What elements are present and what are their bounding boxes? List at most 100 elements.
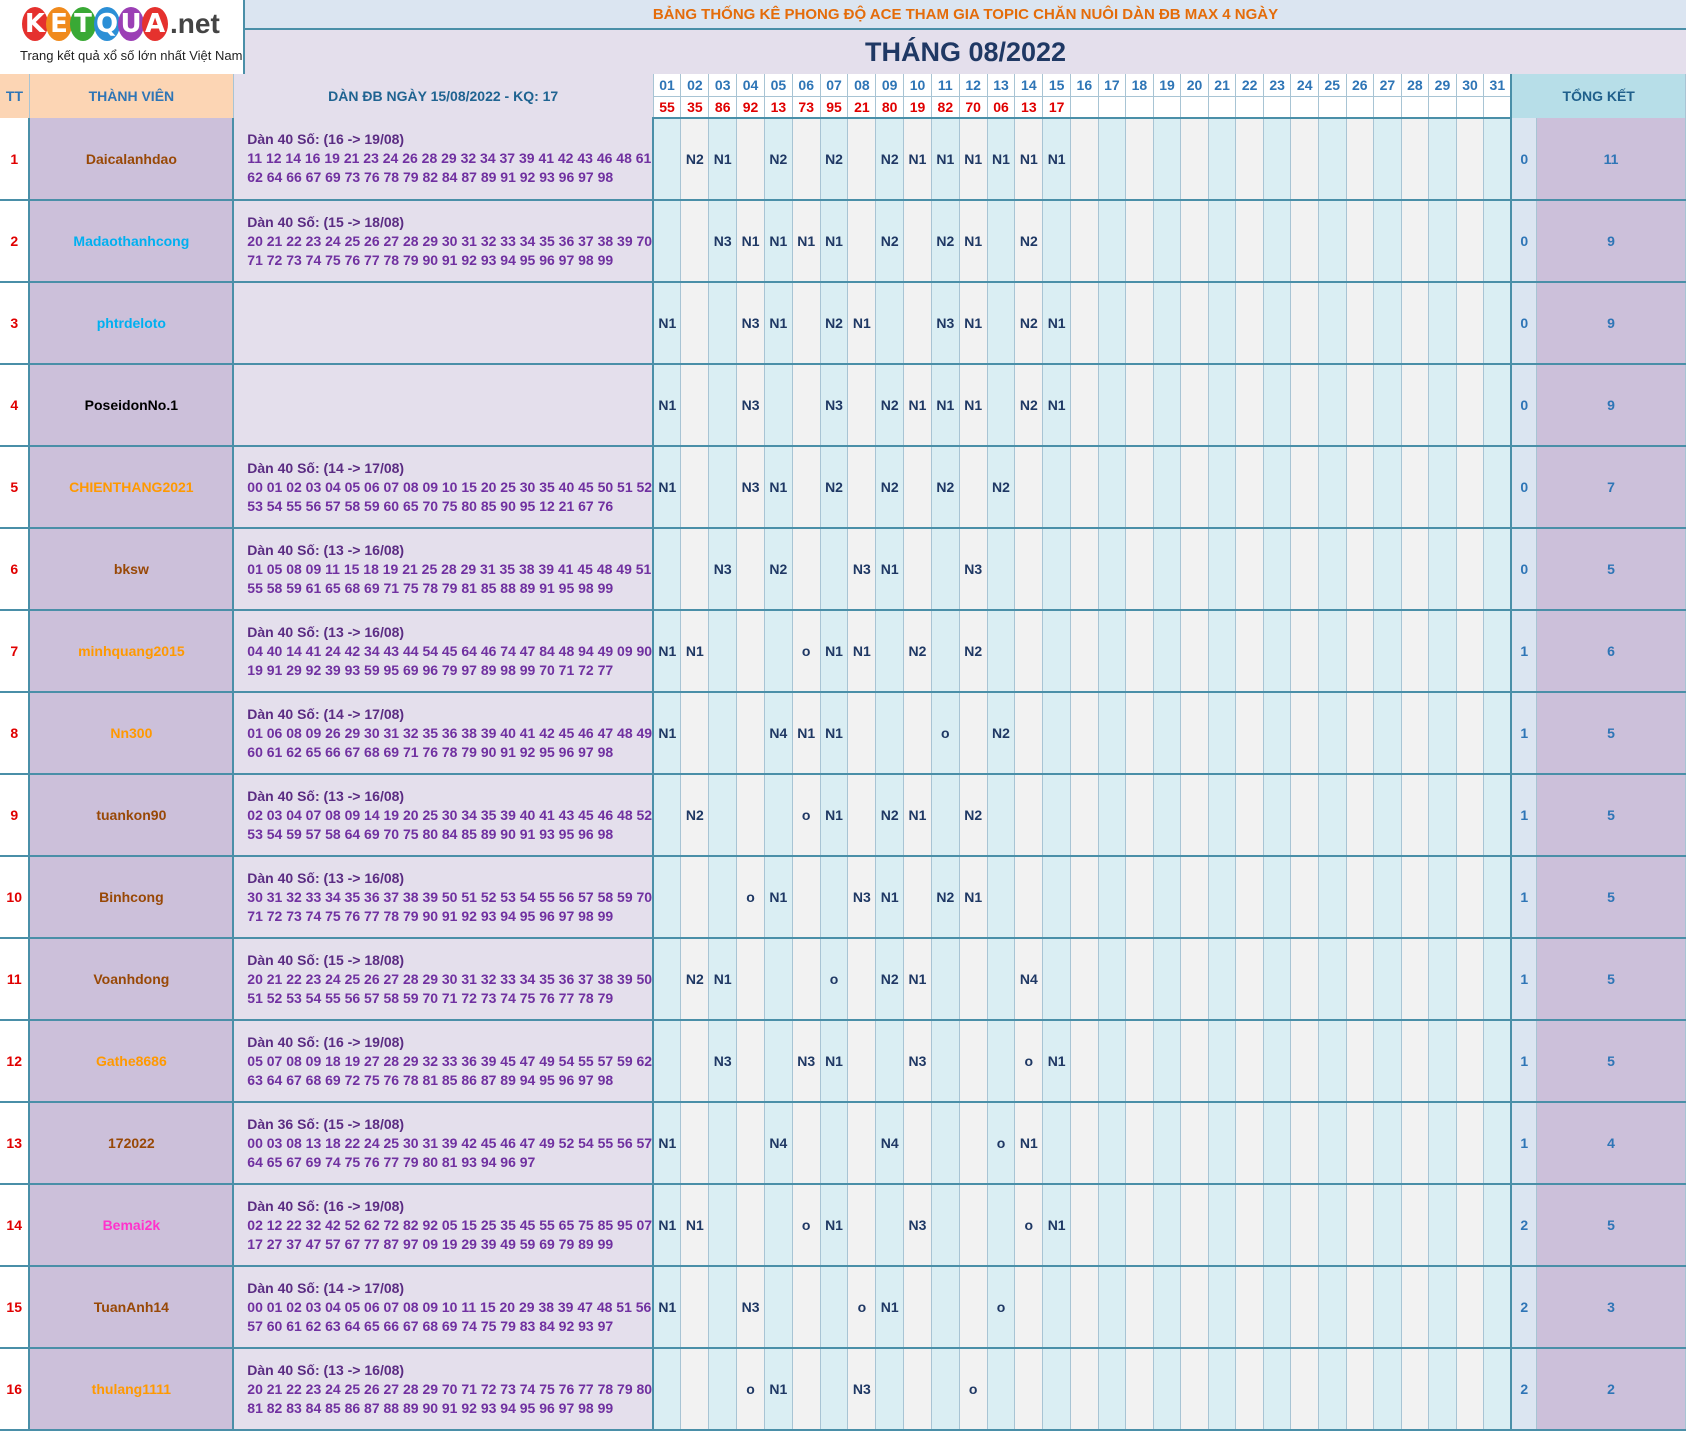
member-name[interactable]: minhquang2015 (29, 610, 235, 693)
day-mark (1346, 774, 1375, 857)
day-mark (764, 1020, 793, 1103)
day-mark: o (1014, 1184, 1044, 1267)
total-score: 9 (1536, 282, 1686, 365)
day-mark (792, 1102, 821, 1185)
day-mark (1373, 856, 1402, 939)
header-day: 05 (764, 74, 793, 97)
day-mark (1070, 1184, 1099, 1267)
day-mark (1098, 1102, 1127, 1185)
day-mark: N1 (820, 692, 849, 775)
day-mark (1373, 1020, 1402, 1103)
header-result (1401, 96, 1430, 119)
day-mark (1318, 1184, 1347, 1267)
day-mark (931, 1184, 960, 1267)
day-mark (931, 1020, 960, 1103)
day-mark (1263, 364, 1292, 447)
dan-numbers: 51 52 53 54 55 56 57 58 59 70 71 72 73 7… (247, 989, 614, 1006)
day-mark (653, 774, 682, 857)
day-mark (1401, 1348, 1430, 1431)
total-score: 5 (1536, 1184, 1686, 1267)
member-name[interactable]: CHIENTHANG2021 (29, 446, 235, 529)
member-name[interactable]: PoseidonNo.1 (29, 364, 235, 447)
day-mark: N2 (764, 118, 793, 201)
day-mark (1235, 118, 1264, 201)
day-mark (1428, 938, 1457, 1021)
header-day: 19 (1153, 74, 1182, 97)
day-mark (1456, 282, 1485, 365)
day-mark (1235, 446, 1264, 529)
member-name[interactable]: Bemai2k (29, 1184, 235, 1267)
day-mark (959, 692, 988, 775)
day-mark (736, 692, 765, 775)
member-name[interactable]: Voanhdong (29, 938, 235, 1021)
day-mark: N3 (931, 282, 960, 365)
day-mark: N3 (736, 364, 765, 447)
day-mark (1235, 528, 1264, 611)
header-result: 73 (792, 96, 821, 119)
member-name[interactable]: thulang1111 (29, 1348, 235, 1431)
day-mark (1456, 446, 1485, 529)
day-mark (1318, 856, 1347, 939)
member-name[interactable]: phtrdeloto (29, 282, 235, 365)
day-mark (1070, 1102, 1099, 1185)
dan-title: Dàn 40 Số: (13 -> 16/08) (247, 1361, 405, 1378)
day-mark: N2 (820, 282, 849, 365)
day-mark (1456, 1266, 1485, 1349)
member-name[interactable]: TuanAnh14 (29, 1266, 235, 1349)
total-wins: 1 (1510, 774, 1538, 857)
day-mark (847, 774, 877, 857)
total-score: 2 (1536, 1348, 1686, 1431)
dan-numbers: 19 91 29 92 39 93 59 95 69 96 79 97 89 9… (247, 661, 614, 678)
day-mark (1346, 364, 1375, 447)
day-mark: N1 (1014, 1102, 1044, 1185)
day-mark: N2 (764, 528, 793, 611)
logo-letter: A (142, 7, 168, 41)
day-mark (903, 528, 932, 611)
day-mark (1263, 282, 1292, 365)
day-mark (1483, 364, 1512, 447)
member-name[interactable]: Daicalanhdao (29, 118, 235, 201)
dan-cell (233, 282, 655, 365)
day-mark (1346, 856, 1375, 939)
day-mark (1125, 938, 1154, 1021)
day-mark (1428, 856, 1457, 939)
day-mark (1290, 1348, 1319, 1431)
day-mark (1401, 692, 1430, 775)
day-mark (1290, 774, 1319, 857)
day-mark (903, 446, 932, 529)
day-mark (875, 282, 905, 365)
total-wins: 1 (1510, 692, 1538, 775)
day-mark (1401, 446, 1430, 529)
dan-title: Dàn 40 Số: (14 -> 17/08) (247, 459, 405, 476)
member-name[interactable]: Nn300 (29, 692, 235, 775)
day-mark (680, 364, 710, 447)
day-mark (764, 1184, 793, 1267)
header-result (1318, 96, 1347, 119)
row-number: 10 (0, 856, 31, 939)
logo[interactable]: K E T Q U A .net Trang kết quả xổ số lớn nhất … (0, 0, 245, 74)
member-name[interactable]: Gathe8686 (29, 1020, 235, 1103)
member-name[interactable]: bksw (29, 528, 235, 611)
dan-cell: Dàn 40 Số: (14 -> 17/08) 01 06 08 09 26 2… (233, 692, 655, 775)
member-name[interactable]: 172022 (29, 1102, 235, 1185)
day-mark (1098, 856, 1127, 939)
day-mark: N2 (680, 938, 710, 1021)
day-mark (903, 692, 932, 775)
day-mark (1235, 938, 1264, 1021)
member-name[interactable]: Madaothanhcong (29, 200, 235, 283)
day-mark: N1 (1042, 364, 1072, 447)
day-mark (1401, 1020, 1430, 1103)
day-mark (1208, 118, 1237, 201)
dan-numbers: 64 65 67 69 74 75 76 77 79 80 81 93 94 9… (247, 1153, 536, 1170)
member-name[interactable]: tuankon90 (29, 774, 235, 857)
day-mark (1014, 446, 1044, 529)
day-mark (1373, 774, 1402, 857)
day-mark (708, 282, 738, 365)
member-name[interactable]: Binhcong (29, 856, 235, 939)
day-mark (1180, 610, 1209, 693)
day-mark (736, 1102, 765, 1185)
day-mark (959, 1184, 988, 1267)
day-mark (1263, 1348, 1292, 1431)
table-row: 2 Madaothanhcong Dàn 40 Số: (15 -> 18/08) 2… (0, 200, 1686, 283)
day-mark (1180, 1266, 1209, 1349)
